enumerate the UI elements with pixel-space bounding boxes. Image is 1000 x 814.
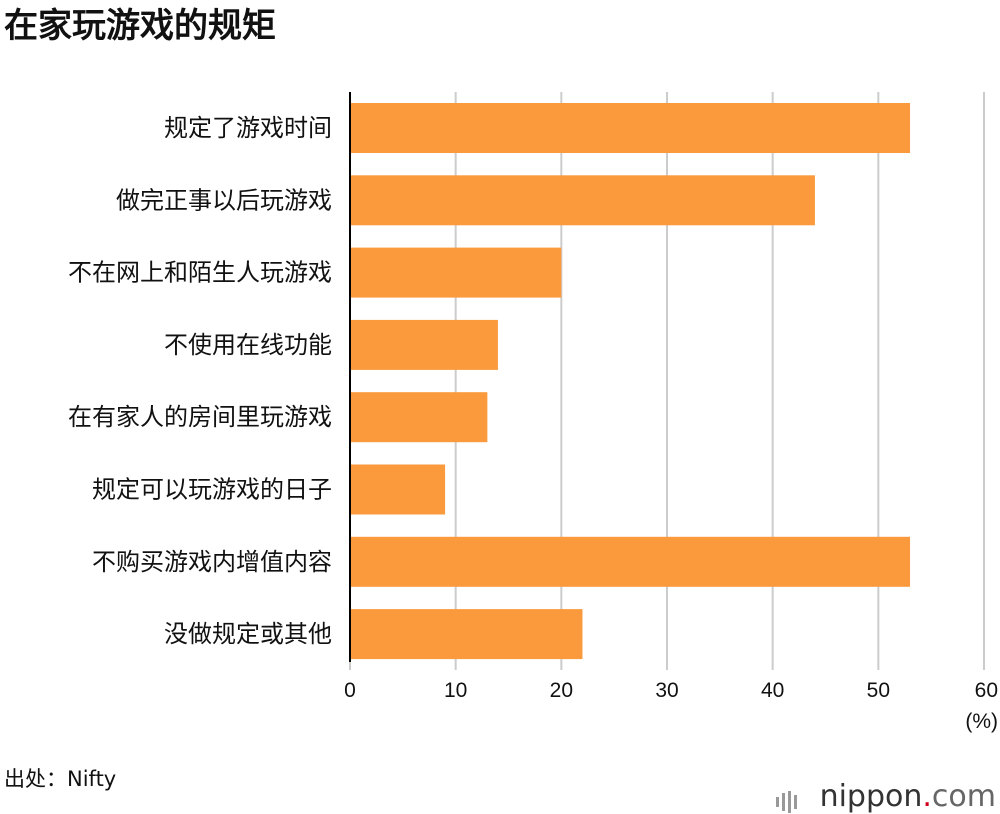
category-label: 规定了游戏时间	[164, 114, 332, 142]
brand-logo: nippon.com	[820, 782, 996, 812]
x-axis-unit: (%)	[965, 710, 998, 733]
bar	[350, 464, 446, 515]
x-tick-label: 40	[761, 679, 784, 702]
x-tick-labels: 0 10 20 30 40 50 60	[344, 679, 998, 702]
x-tick-label: 20	[550, 679, 573, 702]
bar-chart: 规定了游戏时间做完正事以后玩游戏不在网上和陌生人玩游戏不使用在线功能在有家人的房…	[68, 92, 998, 733]
x-tick-label: 30	[655, 679, 678, 702]
bar	[350, 103, 911, 153]
bar	[350, 609, 583, 660]
x-tick-label: 10	[444, 679, 467, 702]
category-label: 规定可以玩游戏的日子	[92, 476, 332, 504]
bar	[350, 536, 911, 587]
category-labels: 规定了游戏时间做完正事以后玩游戏不在网上和陌生人玩游戏不使用在线功能在有家人的房…	[68, 114, 332, 648]
category-label: 在有家人的房间里玩游戏	[68, 403, 332, 431]
category-label: 不在网上和陌生人玩游戏	[68, 259, 332, 287]
chart-title: 在家玩游戏的规矩	[4, 6, 276, 46]
brand-tld: com	[931, 779, 996, 814]
category-label: 没做规定或其他	[164, 620, 332, 648]
x-tick-label: 0	[344, 679, 356, 702]
source-note: 出处：Nifty	[4, 767, 117, 791]
category-label: 做完正事以后玩游戏	[116, 186, 332, 214]
category-label: 不购买游戏内增值内容	[92, 548, 332, 576]
bar	[350, 175, 815, 226]
bar	[350, 247, 562, 298]
category-label: 不使用在线功能	[164, 331, 332, 359]
brand-dot: .	[922, 779, 932, 814]
bars	[350, 103, 911, 660]
brand-name: nippon	[819, 779, 923, 814]
bar	[350, 319, 498, 370]
x-tick-label: 60	[975, 679, 998, 702]
bar	[350, 392, 488, 443]
brand-bars-icon	[776, 791, 797, 813]
x-tick-label: 50	[867, 679, 890, 702]
